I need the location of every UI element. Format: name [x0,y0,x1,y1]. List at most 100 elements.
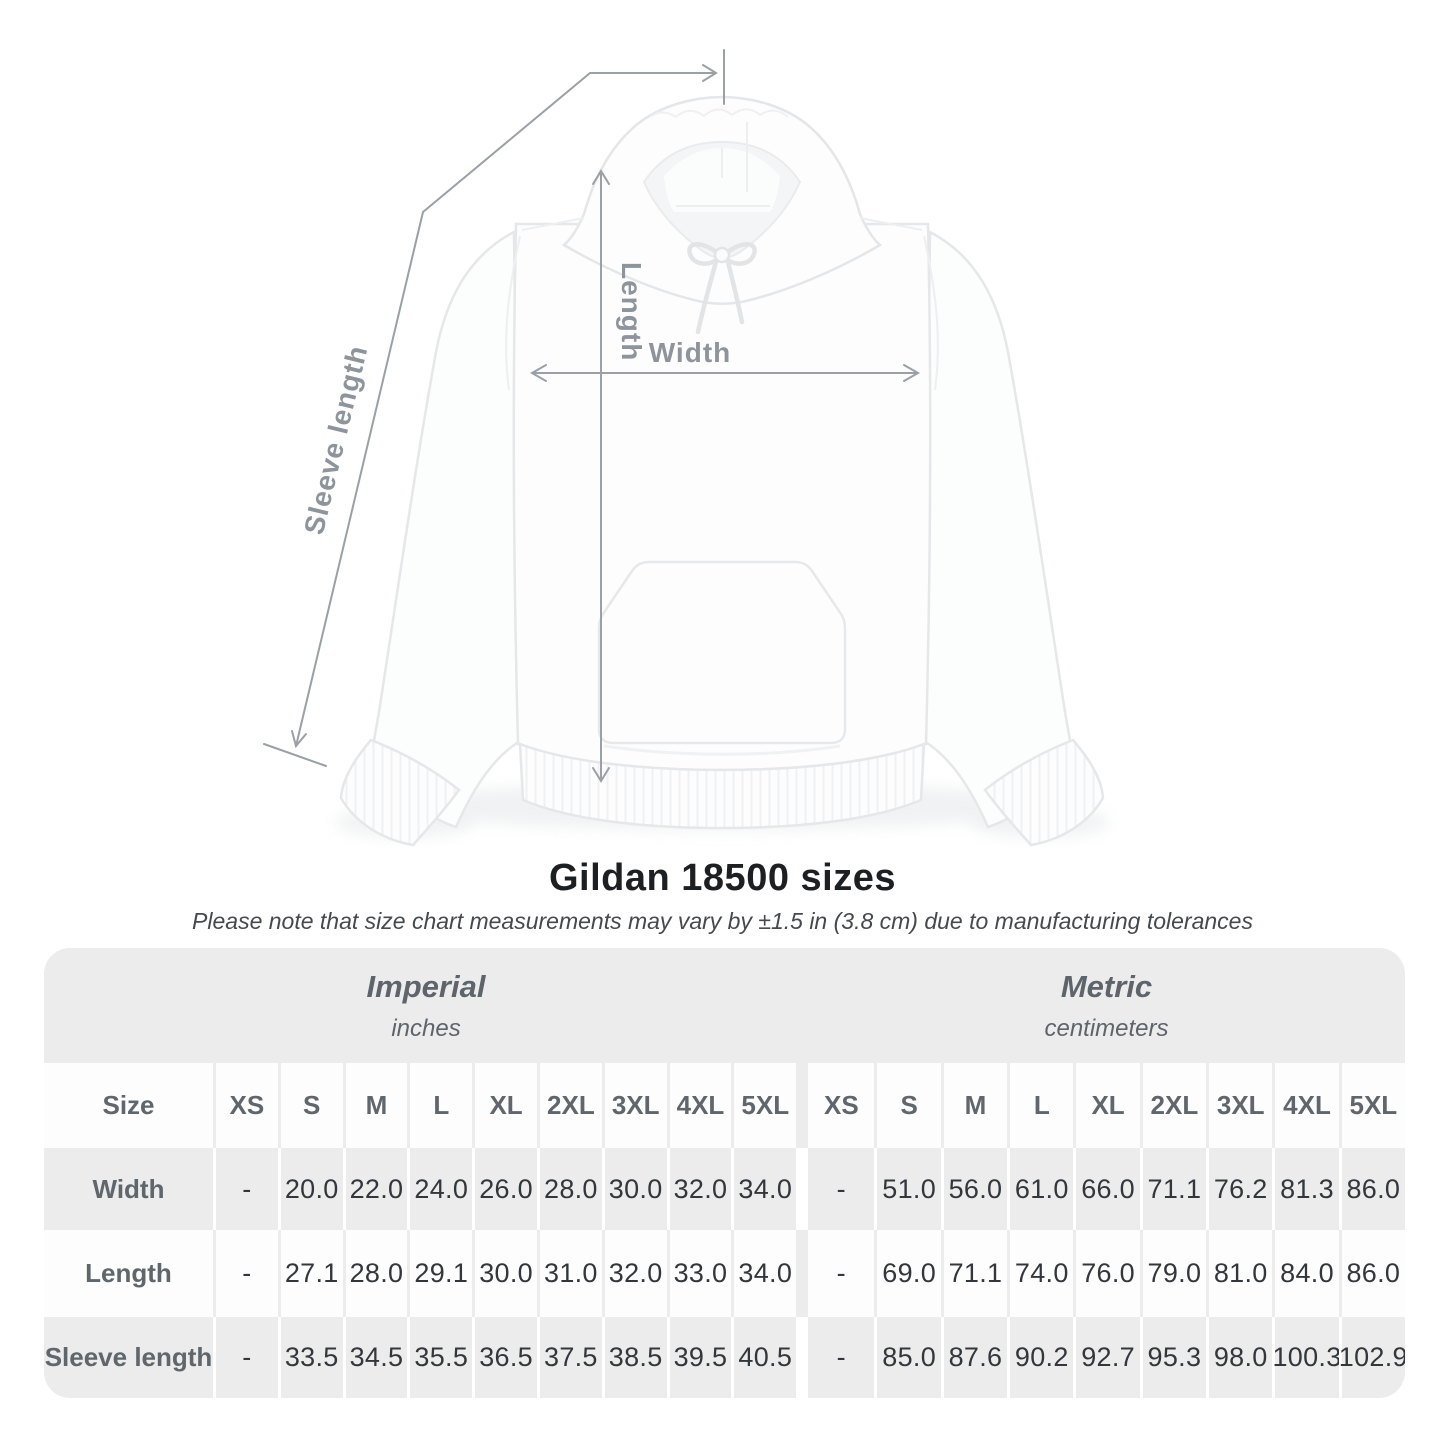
length-metric-cell: 86.0 [1338,1230,1405,1317]
width-label: Width [649,337,732,368]
sleeve-metric-cell: 87.6 [940,1317,1007,1398]
width-metric-cell: 66.0 [1073,1148,1139,1230]
size-col-header: S [874,1063,941,1148]
width-metric-cell: 86.0 [1338,1148,1405,1230]
sleeve-imperial-cell: - [213,1317,278,1398]
size-col-header: XL [1073,1063,1140,1148]
length-imperial-cell: 33.0 [666,1230,732,1317]
size-col-header: XL [472,1063,537,1148]
length-imperial-cell: - [213,1230,278,1317]
sleeve-metric-cell: 90.2 [1007,1317,1073,1398]
length-imperial-cell: 32.0 [601,1230,667,1317]
size-col-header: 4XL [1272,1063,1339,1148]
unit-divider [796,1230,809,1317]
unit-header-band: Imperial inches Metric centimeters [44,948,1405,1063]
tolerance-note: Please note that size chart measurements… [192,908,1253,934]
hoodie-pocket [597,560,847,745]
size-col-header: 4XL [666,1063,732,1148]
sleeve-metric-cell: - [836,1342,846,1372]
length-imperial-cell: 29.1 [407,1230,473,1317]
length-metric-cell: 76.0 [1073,1230,1140,1317]
width-imperial-cell: 24.0 [407,1148,472,1230]
length-metric-cell: 79.0 [1139,1230,1207,1317]
sleeve-imperial-cell: 38.5 [601,1317,667,1398]
length-metric-cell: 74.0 [1007,1230,1074,1317]
length-label: Length [616,262,647,361]
size-col-header: 2XL [1139,1063,1207,1148]
arrowhead-right [702,64,718,82]
hood-drawstrings [687,242,757,335]
arrowhead-right2 [903,364,921,382]
size-table: Imperial inches Metric centimeters Size … [44,948,1405,1398]
hoodie-image [339,95,1105,847]
width-metric-cell: 81.3 [1272,1148,1338,1230]
size-col-header: M [940,1063,1008,1148]
hoodie-right-cuff [983,738,1105,847]
imperial-title: Imperial [366,968,486,1004]
width-imperial-cell: - [213,1148,278,1230]
hoodie-hem [518,742,926,830]
width-metric-cell: 71.1 [1139,1148,1206,1230]
metric-header: Metric centimeters [808,948,1405,1063]
size-col-header: XS [808,1063,875,1148]
unit-divider [796,1148,809,1230]
size-header-label: Size [44,1063,213,1148]
unit-divider [796,1317,809,1398]
width-imperial-cell: 30.0 [601,1148,667,1230]
metric-title: Metric [1060,968,1153,1004]
size-col-header: 2XL [536,1063,602,1148]
length-metric-cell: 81.0 [1206,1230,1273,1317]
arrowhead-down [592,767,610,783]
length-imperial-cell: 34.0 [731,1230,797,1317]
length-imperial-cell: 27.1 [277,1230,343,1317]
measurement-annotations [263,49,921,783]
size-col-header: 5XL [1338,1063,1405,1148]
end-tick [263,743,327,767]
length-metric-cell: 71.1 [940,1230,1008,1317]
row-label-length: Length [44,1230,213,1317]
width-imperial-cell: 34.0 [731,1148,796,1230]
imperial-header: Imperial inches [44,948,808,1063]
size-col-header: XS [213,1063,278,1148]
sleeve-imperial-cell: 36.5 [472,1317,537,1398]
sleeve-metric-cell: 98.0 [1206,1317,1272,1398]
length-imperial-cell: 30.0 [472,1230,537,1317]
hoodie-left-sleeve [371,229,522,829]
size-col-header: L [407,1063,473,1148]
hoodie-left-cuff [339,738,461,847]
row-label-width: Width [92,1173,165,1204]
length-metric-cell: 69.0 [874,1230,941,1317]
sleeve-metric-cell: 92.7 [1073,1317,1139,1398]
sleeve-metric-cell: 85.0 [874,1317,940,1398]
size-col-header: L [1007,1063,1074,1148]
unit-divider [796,1063,809,1148]
sleeve-imperial-cell: 37.5 [536,1317,602,1398]
sleeve-metric-cell: 95.3 [1139,1317,1206,1398]
sleeve-metric-cell: 102.9 [1338,1317,1405,1398]
hoodie-right-sleeve [922,229,1073,829]
size-col-header: 3XL [1206,1063,1273,1148]
sleeve-imperial-cell: 39.5 [666,1317,732,1398]
size-col-header: S [277,1063,343,1148]
width-metric-cell: 76.2 [1206,1148,1272,1230]
width-imperial-cell: 26.0 [472,1148,537,1230]
arrowhead-up [592,169,610,185]
length-imperial-cell: 31.0 [536,1230,602,1317]
width-metric-cell: 61.0 [1007,1148,1073,1230]
page-title: Gildan 18500 sizes [549,857,896,899]
row-label-sleeve-length: Sleeve length [44,1342,213,1372]
width-imperial-cell: 32.0 [666,1148,732,1230]
sleeve-imperial-cell: 34.5 [342,1317,408,1398]
length-metric-cell: - [808,1230,875,1317]
sleeve-imperial-cell: 33.5 [277,1317,343,1398]
size-col-header: 3XL [601,1063,667,1148]
size-col-header: 5XL [731,1063,797,1148]
length-metric-cell: 84.0 [1272,1230,1339,1317]
width-imperial-cell: 20.0 [277,1148,343,1230]
width-metric-cell: 51.0 [874,1148,940,1230]
arrowhead-down-left [291,730,307,749]
width-metric-cell: - [836,1173,846,1204]
sleeve-imperial-cell: 35.5 [407,1317,472,1398]
sleeve-length-label: Sleeve length [298,342,373,537]
hoodie-measurement-diagram: Sleeve length Length Width [263,49,1110,847]
